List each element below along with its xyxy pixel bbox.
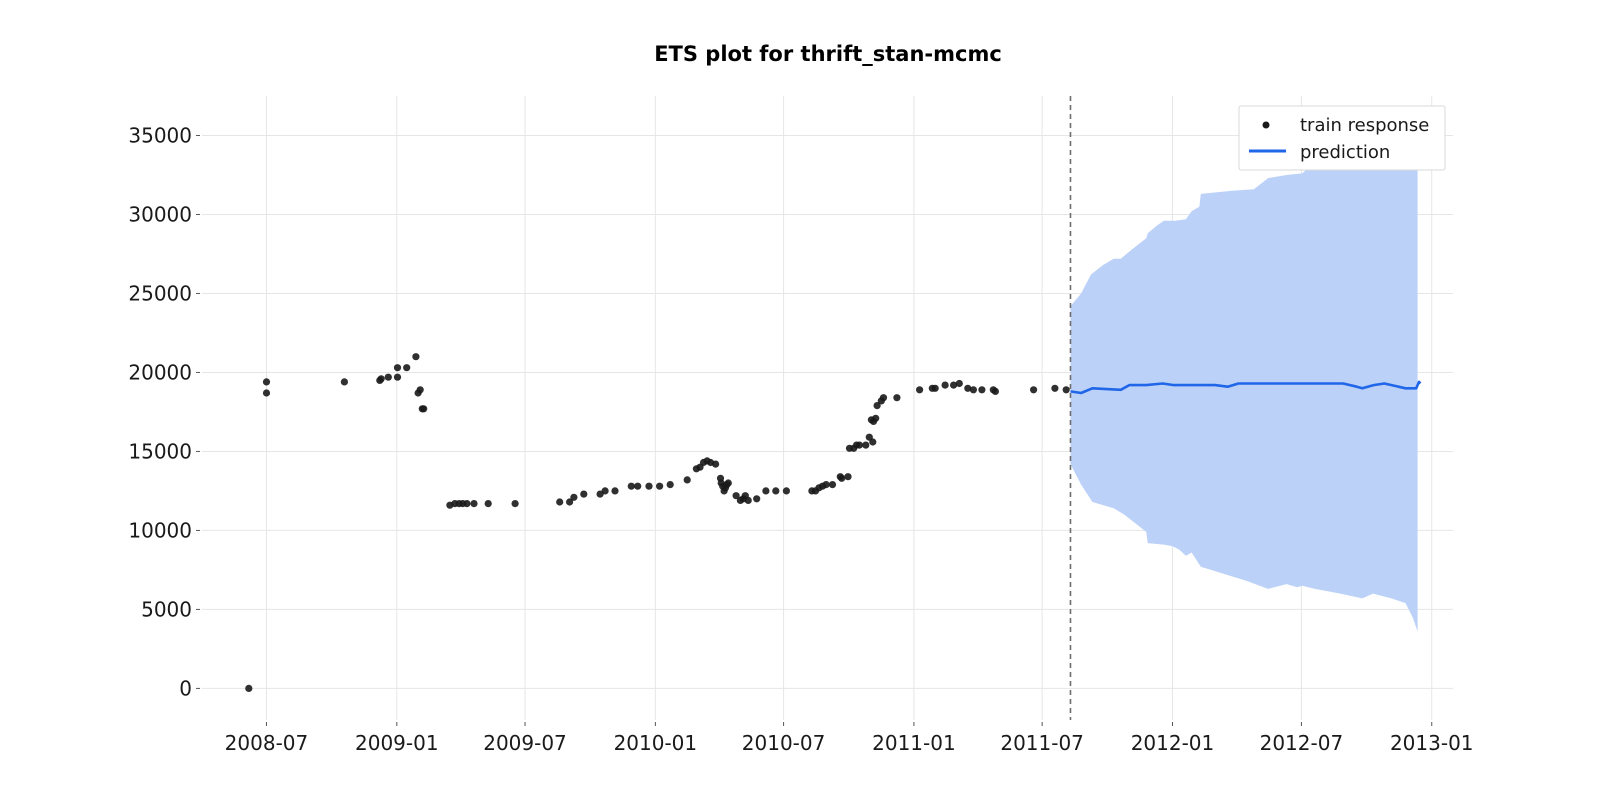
train-response-point <box>862 441 870 449</box>
x-tick-label: 2010-01 <box>614 731 698 755</box>
train-response-point <box>377 375 385 383</box>
legend-label-prediction: prediction <box>1300 142 1390 163</box>
train-response-point <box>950 381 958 389</box>
x-axis: 2008-07 2009-01 2009-07 2010-01 2010-07 2011-… <box>225 722 1474 755</box>
legend-label-train-response: train response <box>1300 115 1429 136</box>
train-response-point <box>955 379 963 388</box>
x-tick-label: 2009-01 <box>355 731 439 755</box>
train-response-point <box>412 353 420 361</box>
train-response-point <box>916 386 924 394</box>
train-response-point <box>627 482 635 490</box>
train-response-point <box>420 405 428 413</box>
chart-title: ETS plot for thrift_stan-mcmc <box>654 42 1002 66</box>
train-response-point <box>964 384 972 392</box>
train-response-point <box>991 387 1000 395</box>
train-response-point <box>931 384 939 392</box>
train-response-point <box>403 364 411 372</box>
train-response-point <box>872 414 880 422</box>
train-response-point <box>393 373 402 381</box>
prediction-interval-band <box>1070 130 1418 632</box>
train-response-point <box>978 386 986 394</box>
train-response-point <box>969 386 978 394</box>
train-response-point <box>941 381 949 389</box>
train-response-point <box>1030 386 1038 394</box>
train-response-point <box>753 495 761 503</box>
train-response-point <box>262 378 271 386</box>
train-response-point <box>828 481 837 489</box>
train-response-point <box>416 386 424 394</box>
y-tick-label: 30000 <box>128 202 192 226</box>
x-tick-label: 2012-07 <box>1260 731 1344 755</box>
y-tick-label: 35000 <box>128 123 192 147</box>
x-tick-label: 2012-01 <box>1131 731 1215 755</box>
train-response-point <box>762 487 770 495</box>
train-response-point <box>838 474 846 482</box>
train-response-point <box>393 364 402 372</box>
legend-marker-train-response <box>1262 121 1270 129</box>
train-response-point <box>712 460 720 468</box>
train-response-point <box>262 389 271 397</box>
train-response-point <box>1062 386 1070 394</box>
train-response-point <box>683 476 691 484</box>
train-response-point <box>634 482 642 490</box>
train-response-series <box>245 353 1070 693</box>
train-response-point <box>822 481 830 489</box>
y-tick-label: 15000 <box>128 439 192 463</box>
train-response-point <box>1051 384 1059 392</box>
y-axis: 0 5000 10000 15000 20000 25000 30000 35000 <box>128 123 200 700</box>
y-tick-label: 5000 <box>141 597 192 621</box>
legend-box <box>1238 105 1446 171</box>
train-response-point <box>879 394 888 402</box>
train-response-point <box>666 481 674 489</box>
train-response-point <box>484 500 492 508</box>
prediction-series <box>1070 380 1422 395</box>
prediction-interval-area <box>1070 130 1418 632</box>
x-tick-label: 2011-01 <box>872 731 956 755</box>
train-response-point <box>245 684 253 693</box>
x-tick-label: 2010-07 <box>742 731 826 755</box>
x-tick-label: 2013-01 <box>1390 731 1474 755</box>
train-response-point <box>384 373 392 381</box>
y-tick-label: 20000 <box>128 360 192 384</box>
train-response-point <box>744 496 752 504</box>
prediction-line <box>1070 380 1422 395</box>
train-response-point <box>645 482 653 490</box>
train-response-point <box>782 487 791 495</box>
train-response-point <box>873 402 881 410</box>
train-response-point <box>601 487 609 495</box>
train-response-point <box>772 487 780 495</box>
y-tick-label: 0 <box>179 676 192 700</box>
train-response-point <box>580 490 588 498</box>
train-response-point <box>556 498 564 506</box>
train-response-point <box>340 378 348 386</box>
train-response-point <box>470 500 478 508</box>
train-response-point <box>463 500 471 508</box>
x-tick-label: 2009-07 <box>483 731 567 755</box>
legend: train response prediction <box>1238 105 1446 171</box>
x-tick-label: 2008-07 <box>225 731 309 755</box>
y-tick-label: 25000 <box>128 281 192 305</box>
train-response-point <box>732 492 740 500</box>
train-response-point <box>511 500 519 508</box>
train-response-point <box>570 493 578 501</box>
train-response-point <box>855 441 864 449</box>
train-response-point <box>724 479 732 487</box>
train-response-point <box>869 438 877 446</box>
train-response-point <box>566 498 574 506</box>
train-response-point <box>611 487 619 495</box>
x-tick-label: 2011-07 <box>1000 731 1084 755</box>
train-response-point <box>844 473 852 481</box>
train-response-point <box>656 482 664 490</box>
y-tick-label: 10000 <box>128 518 192 542</box>
train-response-point <box>893 394 901 402</box>
